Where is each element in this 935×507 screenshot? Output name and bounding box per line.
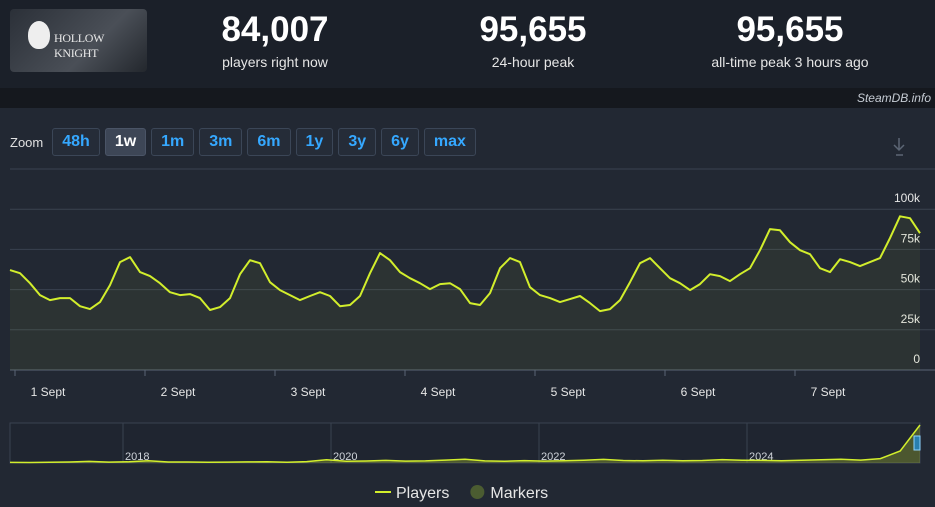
navigator-label: 2022	[541, 451, 565, 463]
legend-label[interactable]: Markers	[490, 485, 548, 502]
y-tick-label: 50k	[901, 272, 921, 286]
zoom-bar: Zoom 48h 1w 1m 3m 6m 1y 3y 6y max	[10, 128, 476, 156]
x-tick-label: 2 Sept	[161, 385, 196, 399]
stat-label: all-time peak 3 hours ago	[711, 54, 869, 70]
legend-label[interactable]: Players	[396, 485, 449, 502]
stat-value: 95,655	[479, 10, 587, 49]
logo-icon	[28, 21, 50, 49]
navigator-handle[interactable]	[913, 435, 921, 451]
x-tick-label: 7 Sept	[811, 385, 846, 399]
header: HOLLOW KNIGHT 84,007 players right now 9…	[0, 0, 935, 88]
navigator-bg	[9, 422, 921, 464]
download-icon[interactable]	[893, 138, 905, 156]
zoom-label: Zoom	[10, 134, 44, 150]
logo-text: HOLLOW KNIGHT	[54, 31, 104, 60]
x-tick-label: 4 Sept	[421, 385, 456, 399]
y-tick-label: 0	[913, 352, 920, 366]
stat: 84,007 players right now	[175, 10, 375, 70]
x-tick-label: 3 Sept	[291, 385, 326, 399]
zoom-button[interactable]: 1w	[104, 128, 147, 156]
y-tick-label: 100k	[894, 191, 921, 205]
zoom-button[interactable]: 48h	[52, 128, 100, 156]
zoom-button[interactable]: 3y	[338, 128, 377, 156]
zoom-button[interactable]: max	[423, 128, 476, 156]
stat-value: 84,007	[221, 10, 329, 49]
x-tick-label: 6 Sept	[681, 385, 716, 399]
y-tick-label: 25k	[901, 312, 921, 326]
credit: SteamDB.info	[856, 91, 931, 105]
x-tick-label: 1 Sept	[31, 385, 66, 399]
navigator-label: 2020	[333, 451, 357, 463]
zoom-button[interactable]: 6y	[381, 128, 419, 156]
stat: 95,655 24-hour peak	[433, 10, 633, 70]
area	[10, 216, 920, 370]
y-tick-label: 75k	[901, 231, 921, 245]
game-logo: HOLLOW KNIGHT	[10, 9, 147, 72]
navigator-label: 2018	[125, 451, 149, 463]
x-tick-label: 5 Sept	[551, 385, 586, 399]
zoom-button[interactable]: 1y	[295, 128, 334, 156]
stat: 95,655 all-time peak 3 hours ago	[690, 10, 890, 70]
legend-swatch	[470, 485, 485, 499]
line	[9, 215, 921, 313]
zoom-button[interactable]: 3m	[199, 128, 243, 156]
stat-value: 95,655	[736, 10, 844, 49]
stat-label: 24-hour peak	[491, 54, 575, 70]
navigator-line	[9, 424, 921, 464]
divider-strip	[0, 88, 935, 108]
zoom-button[interactable]: 1m	[151, 128, 195, 156]
stat-label: players right now	[222, 54, 328, 70]
zoom-button[interactable]: 6m	[247, 128, 291, 156]
